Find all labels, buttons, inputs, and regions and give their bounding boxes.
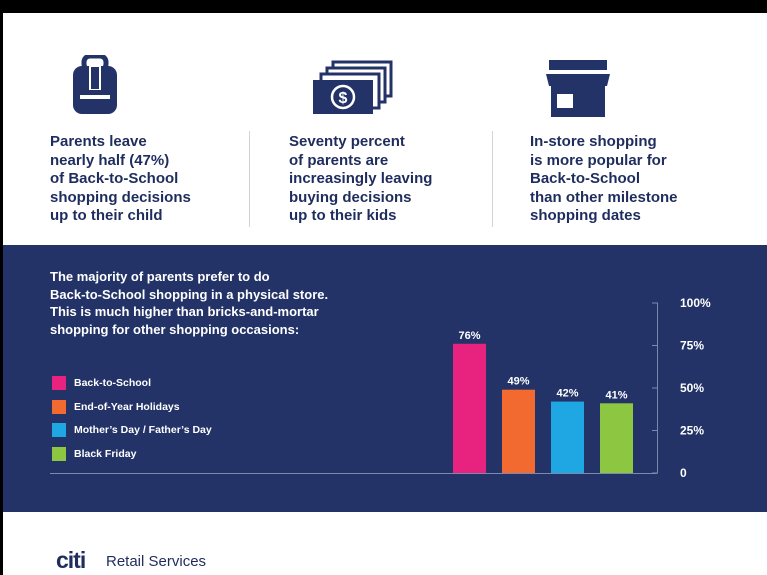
- stat-text-1: Parents leave nearly half (47%) of Back-…: [50, 133, 191, 224]
- y-tick-label: 50%: [680, 381, 704, 395]
- money-stack-icon: $: [313, 60, 393, 114]
- legend-label: Black Friday: [74, 448, 137, 460]
- divider: [492, 131, 493, 227]
- storefront-icon: [546, 60, 610, 117]
- y-tick-label: 100%: [680, 296, 711, 310]
- svg-text:$: $: [339, 90, 348, 107]
- y-tick-label: 0: [680, 466, 687, 480]
- legend-swatch: [52, 423, 66, 437]
- divider: [249, 131, 250, 227]
- bar: [551, 401, 584, 473]
- y-tick-label: 75%: [680, 339, 704, 353]
- bar: [502, 389, 535, 473]
- legend-swatch: [52, 376, 66, 390]
- legend-swatch: [52, 447, 66, 461]
- bar: [600, 403, 633, 473]
- y-tick-label: 25%: [680, 424, 704, 438]
- legend-label: Mother’s Day / Father’s Day: [74, 424, 212, 436]
- bar: [453, 343, 486, 473]
- citi-logo: citi: [56, 547, 86, 573]
- legend-label: Back-to-School: [74, 377, 152, 389]
- backpack-icon: [73, 55, 117, 114]
- stat-text-2: Seventy percent of parents are increasin…: [289, 133, 433, 224]
- data-label: 41%: [605, 389, 627, 401]
- footer-text: Retail Services: [106, 553, 207, 570]
- data-label: 76%: [458, 330, 480, 342]
- legend-label: End-of-Year Holidays: [74, 401, 180, 413]
- legend-swatch: [52, 400, 66, 414]
- data-label: 49%: [507, 376, 529, 388]
- chart-heading: The majority of parents prefer to do Bac…: [50, 269, 329, 337]
- stat-text-3: In-store shopping is more popular for Ba…: [530, 133, 678, 224]
- data-label: 42%: [556, 388, 578, 400]
- chart-panel: [3, 245, 767, 512]
